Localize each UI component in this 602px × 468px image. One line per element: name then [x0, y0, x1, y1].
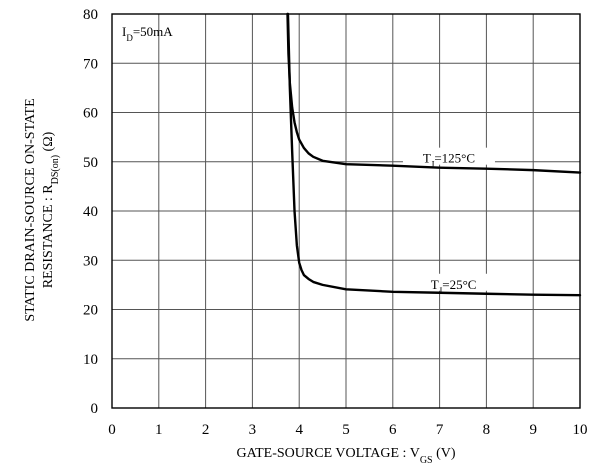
plot-border	[111, 13, 581, 409]
series-label-bg-1	[412, 273, 495, 291]
x-tick-label-6: 6	[389, 422, 397, 438]
y-tick-label-30: 30	[83, 253, 98, 269]
grid	[112, 14, 580, 408]
x-tick-label-3: 3	[249, 422, 257, 438]
series-line-tj-25c	[286, 12, 582, 297]
y-axis-title-line1: STATIC DRAIN-SOURCE ON-STATE	[23, 98, 38, 321]
x-tick-label-0: 0	[108, 422, 116, 438]
x-tick-label-7: 7	[436, 422, 444, 438]
x-tick-label-8: 8	[483, 422, 491, 438]
series-label-tj-25c: TJ=25°C	[431, 277, 477, 296]
y-tick-label-60: 60	[83, 106, 98, 122]
y-tick-label-0: 0	[91, 401, 99, 417]
y-axis-title-line2: RESISTANCE : RDS(on) (Ω)	[41, 131, 61, 288]
y-tick-label-70: 70	[83, 56, 98, 72]
y-tick-label-50: 50	[83, 155, 98, 171]
x-tick-label-9: 9	[529, 422, 537, 438]
plot-frame	[111, 13, 581, 409]
x-tick-label-10: 10	[573, 422, 588, 438]
annotations: TJ=125°C TJ=25°C	[402, 147, 495, 296]
series-label-tj-125c: TJ=125°C	[423, 151, 475, 170]
y-tick-label-40: 40	[83, 204, 98, 220]
y-tick-label-10: 10	[83, 352, 98, 368]
x-tick-label-1: 1	[155, 422, 163, 438]
condition-annotation: ID=50mA	[122, 24, 173, 43]
x-tick-label-4: 4	[295, 422, 303, 438]
x-tick-label-2: 2	[202, 422, 210, 438]
y-tick-label-20: 20	[83, 303, 98, 319]
tick-labels: 0 1 2 3 4 5 6 7 8 9 10 0 10 20 30 40 50 60 70 80	[83, 7, 588, 438]
x-tick-label-5: 5	[342, 422, 350, 438]
series-layer	[286, 12, 582, 297]
y-tick-label-80: 80	[83, 7, 98, 23]
x-axis-title: GATE-SOURCE VOLTAGE : VGS (V)	[236, 446, 455, 466]
series-label-bg-0	[402, 147, 495, 165]
series-line-tj-125c	[286, 12, 582, 174]
